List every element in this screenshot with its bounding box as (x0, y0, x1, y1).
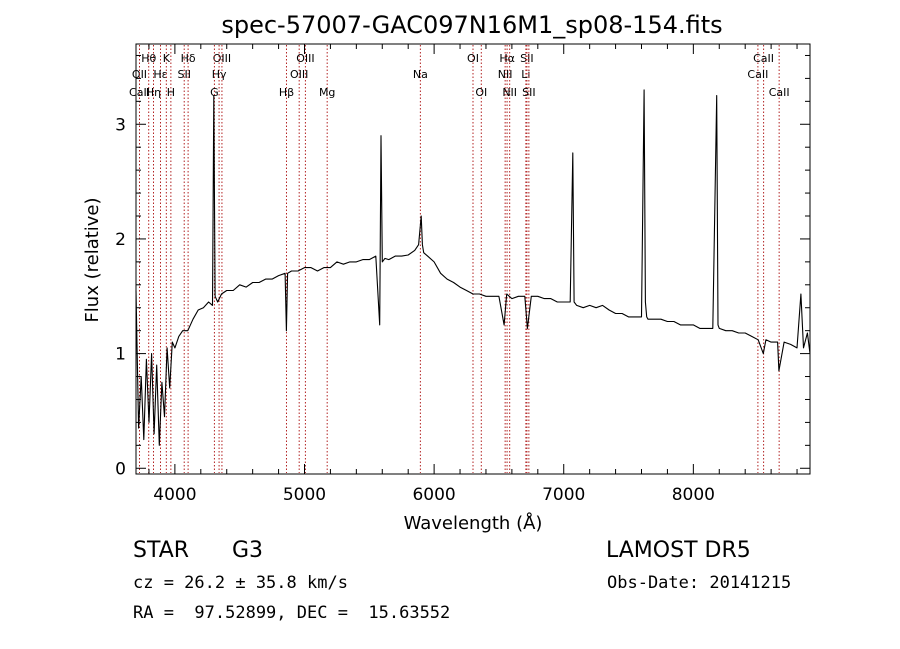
marker-label-17: OI (467, 52, 479, 65)
marker-label-0: Hθ (141, 52, 156, 65)
marker-label-9: OIII (213, 52, 231, 65)
x-tick-label-2: 6000 (412, 485, 455, 505)
marker-label-27: CaII (769, 86, 790, 99)
marker-label-23: NII (502, 86, 517, 99)
x-tick-label-1: 5000 (283, 485, 326, 505)
marker-label-13: OIII (290, 68, 308, 81)
marker-label-21: NII (498, 68, 513, 81)
y-axis: 0 1 2 3 (115, 54, 810, 479)
x-axis-label: Wavelength (Å) (404, 512, 543, 534)
object-subclass: G3 (232, 538, 264, 563)
marker-label-18: OI (475, 86, 487, 99)
marker-label-8: SII (177, 68, 190, 81)
plot-frame (135, 43, 811, 475)
x-tick-label-3: 7000 (542, 485, 585, 505)
marker-label-24: SII (522, 86, 535, 99)
marker-label-6: H (167, 86, 175, 99)
marker-label-26: CaII (747, 68, 768, 81)
spectrum-series-0 (135, 89, 811, 446)
object-class: STAR (133, 538, 190, 563)
x-tick-label-4: 8000 (672, 485, 715, 505)
x-tick-label-0: 4000 (153, 485, 196, 505)
redshift-velocity: cz = 26.2 ± 35.8 km/s (133, 573, 348, 593)
marker-label-2: CaII (129, 86, 150, 99)
marker-label-20: SII (520, 52, 533, 65)
marker-label-10: Hγ (212, 68, 227, 81)
y-tick-label-1: 1 (115, 345, 126, 365)
marker-label-15: Mg (319, 86, 335, 99)
x-axis: 4000 5000 6000 7000 8000 (148, 44, 798, 505)
marker-label-25: CaII (753, 52, 774, 65)
y-tick-label-0: 0 (115, 459, 126, 479)
y-tick-label-2: 2 (115, 230, 126, 250)
y-axis-label: Flux (relative) (82, 197, 103, 322)
marker-label-7: Hδ (181, 52, 196, 65)
marker-label-19: Hα (499, 52, 515, 65)
y-tick-label-3: 3 (115, 115, 126, 135)
marker-label-5: K (163, 52, 171, 65)
marker-label-22: Li (521, 68, 530, 81)
marker-label-14: Hβ (279, 86, 294, 99)
marker-label-3: Hε (153, 68, 167, 81)
marker-label-16: Na (413, 68, 428, 81)
series-group (135, 89, 811, 446)
coordinates: RA = 97.52899, DEC = 15.63552 (133, 603, 451, 623)
observation-date: Obs-Date: 20141215 (607, 573, 792, 593)
marker-label-4: Hη (146, 86, 161, 99)
marker-label-12: OIII (296, 52, 314, 65)
survey-name: LAMOST DR5 (606, 538, 751, 563)
chart-title: spec-57007-GAC097N16M1_sp08-154.fits (221, 11, 722, 39)
marker-label-11: G (210, 86, 219, 99)
